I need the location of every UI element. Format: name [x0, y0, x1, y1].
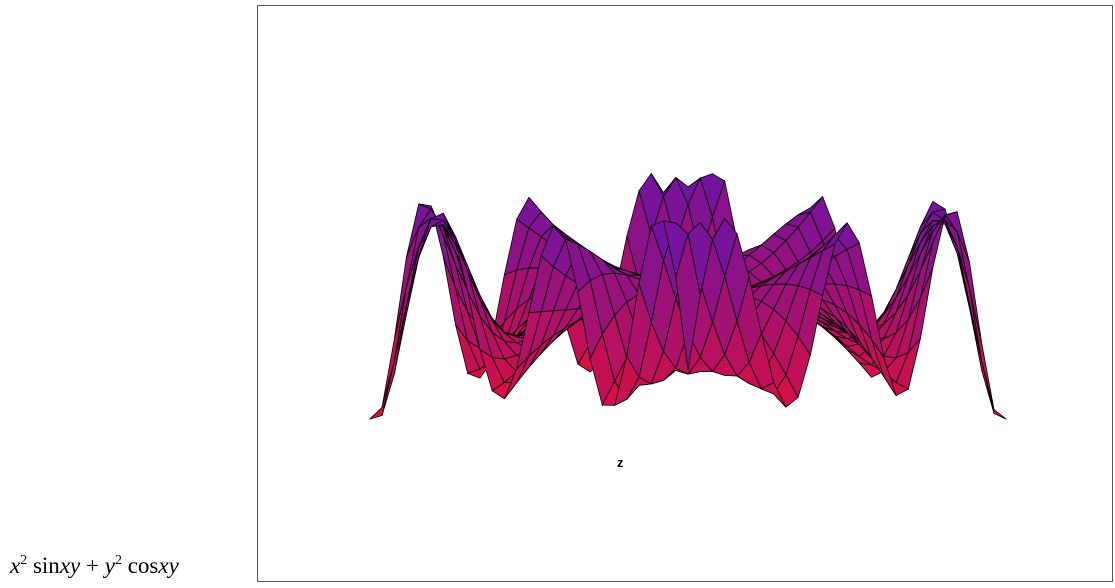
- page: x2 sinxy + y2 cosxy z (() => { const dat…: [0, 0, 1115, 588]
- operator: +: [86, 553, 99, 578]
- term: xy: [60, 553, 80, 578]
- expression: x2 sinxy + y2 cosxy: [10, 553, 179, 579]
- axis-label: z: [617, 455, 624, 470]
- exponent: 2: [115, 553, 122, 568]
- term: x: [10, 553, 20, 578]
- plot: z: [257, 5, 1113, 582]
- term: xy: [158, 553, 178, 578]
- exponent: 2: [20, 553, 27, 568]
- term: y: [105, 553, 115, 578]
- func: sin: [33, 553, 60, 578]
- func: cos: [128, 553, 159, 578]
